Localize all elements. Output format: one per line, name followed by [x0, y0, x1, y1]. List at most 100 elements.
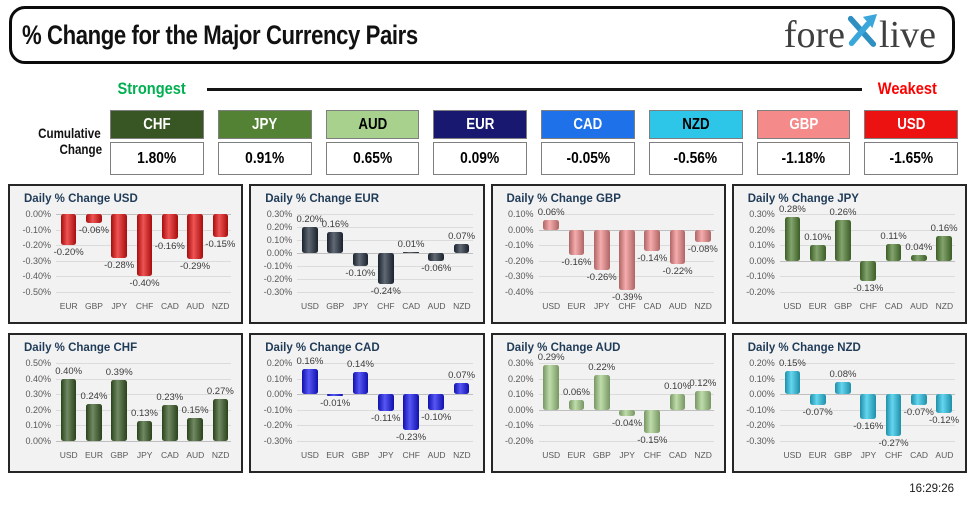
- y-tick-label: 0.30%: [507, 358, 534, 368]
- bar-nzd-cad: [910, 394, 927, 406]
- bar-jpy-nzd: [936, 235, 952, 261]
- bar-value-label: -0.06%: [78, 225, 109, 237]
- bar-value-label: -0.22%: [662, 265, 693, 277]
- x-axis: USD EUR GBP CHF CAD AUD NZD: [780, 298, 957, 313]
- chart-title: Daily % Change CHF: [24, 342, 138, 354]
- scale-divider-line: [207, 88, 862, 91]
- y-tick-label: 0.20%: [25, 404, 51, 415]
- bar-value-label: 0.27%: [206, 385, 234, 397]
- bar-usd-aud: [187, 214, 203, 260]
- x-tick-label: GBP: [834, 449, 853, 460]
- x-tick-label: CHF: [643, 449, 662, 460]
- plot-area: 0.15% -0.07% 0.08% -0.16% -0.27% -0.07% -0.12%: [779, 357, 959, 450]
- cumulative-value-cell: -0.56%: [648, 142, 743, 175]
- currency-code-cell: GBP: [756, 110, 851, 139]
- y-tick-label: -0.30%: [504, 271, 534, 282]
- x-axis: EUR GBP JPY CHF CAD AUD NZD: [56, 298, 233, 313]
- currency-code-cell: EUR: [433, 110, 527, 139]
- y-tick-label: -0.20%: [263, 420, 293, 431]
- gridline: [779, 214, 955, 215]
- bar-chf-jpy: [136, 420, 153, 441]
- y-tick-label: 0.30%: [25, 389, 51, 400]
- bar-cad-usd: [302, 369, 318, 395]
- y-tick-label: 0.10%: [749, 373, 775, 384]
- bar-value-label: 0.01%: [397, 238, 425, 250]
- plot-area: -0.20% -0.06% -0.28% -0.40% -0.16% -0.29% -0.1…: [54, 208, 235, 298]
- bar-value-label: -0.04%: [611, 418, 643, 430]
- chart-title: Daily % Change GBP: [506, 193, 621, 205]
- chart-panel-aud: Daily % Change AUD 0.30% 0.20% 0.10% 0.00% -…: [490, 333, 726, 473]
- strength-scale: Strongest Weakest: [0, 79, 975, 99]
- currency-code-cell: CAD: [541, 110, 635, 139]
- bar-cad-aud: [428, 394, 445, 410]
- y-tick-label: -0.10%: [504, 420, 534, 431]
- gridline: [297, 441, 473, 442]
- plot-area: 0.29% 0.06% 0.22% -0.04% -0.15% 0.10% 0.12%: [538, 352, 717, 447]
- bar-value-label: 0.11%: [880, 230, 907, 242]
- bar-value-label: 0.08%: [829, 368, 857, 380]
- gridline: [779, 425, 955, 427]
- chart-panel-nzd: Daily % Change NZD 0.20% 0.10% 0.00% -0.10%…: [731, 333, 967, 473]
- bar-value-label: -0.07%: [802, 407, 833, 419]
- y-axis: 0.50% 0.40% 0.30% 0.20% 0.10% 0.00%: [16, 357, 56, 447]
- bar-jpy-chf: [860, 260, 877, 282]
- currency-code-cell: AUD: [325, 110, 420, 139]
- y-tick-label: 0.10%: [749, 240, 775, 251]
- bar-eur-nzd: [453, 243, 470, 253]
- chart-panel-jpy: Daily % Change JPY 0.30% 0.20% 0.10% 0.00% -…: [731, 184, 967, 324]
- x-axis: USD GBP JPY CHF CAD AUD NZD: [297, 298, 474, 313]
- x-tick-label: CAD: [402, 300, 421, 311]
- y-axis: 0.30% 0.20% 0.10% 0.00% -0.10% -0.20%: [740, 208, 780, 298]
- chart-title: Daily % Change EUR: [265, 193, 379, 205]
- bar-eur-aud: [428, 253, 445, 261]
- bar-chf-usd: [60, 378, 77, 441]
- y-tick-label: 0.10%: [266, 235, 293, 245]
- x-tick-label: CHF: [859, 300, 878, 311]
- cumulative-value-cell: 0.65%: [325, 142, 420, 175]
- x-tick-label: CHF: [377, 300, 395, 311]
- bar-value-label: -0.10%: [421, 411, 452, 423]
- bar-value-label: -0.23%: [395, 432, 427, 444]
- chart-panel-eur: Daily % Change EUR 0.30% 0.20% 0.10% 0.00% -…: [249, 184, 485, 324]
- y-tick-label: 0.10%: [507, 389, 534, 400]
- bar-cad-jpy: [377, 394, 394, 412]
- y-tick-label: 0.20%: [507, 373, 534, 384]
- bar-value-label: 0.10%: [664, 381, 692, 393]
- bar-aud-usd: [543, 364, 559, 410]
- x-tick-label: EUR: [567, 300, 586, 311]
- y-tick-label: -0.10%: [263, 404, 293, 415]
- bar-jpy-aud: [910, 254, 927, 261]
- bar-value-label: -0.29%: [180, 261, 211, 273]
- currency-box-chf: CHF 1.80%: [110, 110, 204, 176]
- x-axis: USD EUR GBP JPY CHF AUD NZD: [297, 447, 474, 462]
- currency-code-cell: USD: [864, 110, 958, 139]
- x-tick-label: JPY: [352, 300, 369, 311]
- y-tick-label: -0.30%: [263, 287, 293, 297]
- bar-aud-nzd: [695, 391, 711, 410]
- cumulative-value-cell: 1.80%: [110, 142, 204, 175]
- y-tick-label: 0.10%: [25, 420, 51, 431]
- x-axis: USD EUR GBP JPY CHF CAD NZD: [539, 447, 716, 462]
- bar-value-label: -0.10%: [345, 268, 376, 279]
- bar-value-label: 0.26%: [829, 207, 857, 219]
- bar-value-label: -0.16%: [561, 256, 592, 268]
- gridline: [538, 378, 714, 380]
- x-tick-label: USD: [542, 300, 561, 311]
- y-tick-label: 0.20%: [749, 224, 775, 235]
- y-tick-label: -0.30%: [746, 436, 775, 446]
- bar-jpy-cad: [885, 243, 902, 261]
- y-tick-label: 0.00%: [507, 404, 534, 415]
- currency-box-gbp: GBP -1.18%: [756, 110, 851, 176]
- gridline: [538, 441, 714, 442]
- gridline: [297, 378, 473, 380]
- currency-box-jpy: JPY 0.91%: [217, 110, 312, 176]
- bar-cad-gbp: [352, 372, 369, 395]
- x-tick-label: AUD: [427, 300, 446, 311]
- y-tick-label: 0.20%: [749, 358, 775, 368]
- x-tick-label: EUR: [567, 449, 586, 460]
- bar-value-label: -0.08%: [687, 244, 718, 256]
- bar-value-label: -0.07%: [903, 407, 934, 419]
- x-tick-label: CAD: [161, 449, 179, 460]
- x-tick-label: EUR: [326, 449, 345, 460]
- bar-value-label: 0.16%: [930, 222, 958, 234]
